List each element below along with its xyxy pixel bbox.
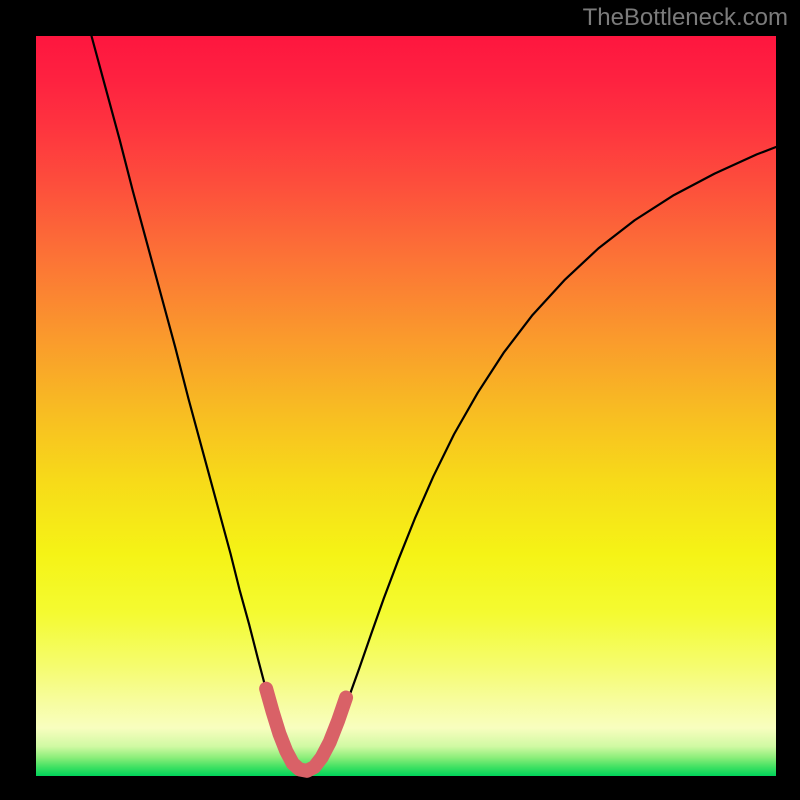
watermark-text: TheBottleneck.com bbox=[583, 4, 788, 32]
dip-highlight-marker bbox=[0, 0, 800, 800]
